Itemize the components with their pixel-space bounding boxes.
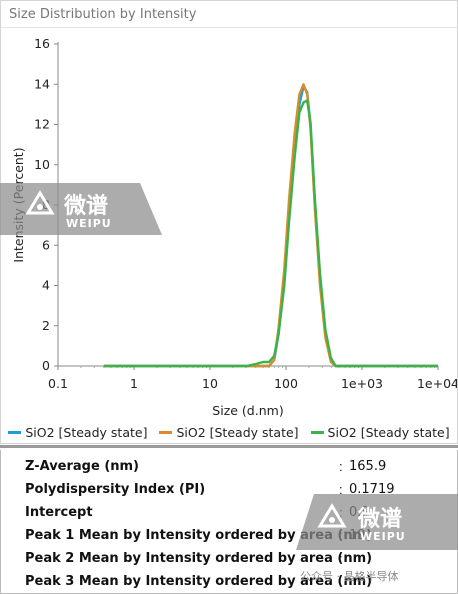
y-tick-label: 14 bbox=[34, 76, 50, 91]
chart-panel: Size Distribution by Intensity 0 2 4 6 8 10 12… bbox=[0, 0, 458, 444]
legend-label: SiO2 [Steady state] bbox=[25, 425, 148, 440]
result-colon: : bbox=[339, 459, 343, 474]
x-tick-label: 1e+04 bbox=[417, 376, 457, 391]
y-tick-label: 8 bbox=[42, 197, 50, 212]
x-tick-label: 100 bbox=[274, 376, 298, 391]
result-label-z-average: Z-Average (nm) bbox=[25, 459, 139, 474]
result-value-intercept: 0.9 bbox=[349, 505, 370, 520]
series-line-2 bbox=[103, 83, 438, 368]
legend-swatch bbox=[310, 431, 324, 434]
result-value-z-average: 165.9 bbox=[349, 459, 387, 474]
result-value-pdi: 0.1719 bbox=[349, 482, 395, 497]
legend-swatch bbox=[159, 431, 173, 434]
footer-credit: 公众号 · 晶格半导体 bbox=[300, 570, 399, 583]
result-label-peak-1: Peak 1 Mean by Intensity ordered by area… bbox=[25, 528, 373, 543]
y-tick-label: 0 bbox=[42, 358, 50, 373]
y-tick-label: 16 bbox=[34, 36, 50, 51]
result-colon: : bbox=[339, 482, 343, 497]
x-tick-label: 0.1 bbox=[48, 376, 68, 391]
legend-swatch bbox=[8, 431, 22, 434]
y-axis-label: Intensity (Percent) bbox=[11, 147, 26, 262]
size-distribution-plot: 0 2 4 6 8 10 12 14 16 0.1 1 10 100 1e+03 1e+04 Size (d.… bbox=[11, 36, 457, 418]
y-tick-label: 12 bbox=[34, 117, 50, 132]
y-tick-label: 2 bbox=[42, 318, 50, 333]
legend-item-2: SiO2 [Steady state] bbox=[159, 425, 299, 440]
x-tick-label: 1e+03 bbox=[341, 376, 383, 391]
section-divider bbox=[0, 445, 458, 448]
x-tick-label: 10 bbox=[202, 376, 218, 391]
y-tick-label: 6 bbox=[42, 237, 50, 252]
result-label-peak-2: Peak 2 Mean by Intensity ordered by area… bbox=[25, 551, 373, 566]
panel-title: Size Distribution by Intensity bbox=[9, 7, 197, 22]
result-colon: : bbox=[339, 528, 343, 543]
chart-legend: SiO2 [Steady state] SiO2 [Steady state] Si… bbox=[1, 425, 457, 440]
title-divider bbox=[1, 27, 457, 28]
result-value-peak-1: 19 bbox=[349, 528, 366, 543]
series-line-3 bbox=[103, 99, 438, 368]
result-label-intercept: Intercept bbox=[25, 505, 93, 520]
series-line-1 bbox=[103, 85, 438, 368]
legend-label: SiO2 [Steady state] bbox=[327, 425, 450, 440]
legend-item-1: SiO2 [Steady state] bbox=[8, 425, 147, 440]
result-label-pdi: Polydispersity Index (PI) bbox=[25, 482, 206, 497]
legend-item-3: SiO2 [Steady state] bbox=[310, 425, 450, 440]
legend-label: SiO2 [Steady state] bbox=[176, 425, 299, 440]
y-tick-label: 4 bbox=[42, 278, 50, 293]
result-colon: : bbox=[339, 505, 343, 520]
y-tick-label: 10 bbox=[34, 157, 50, 172]
x-tick-label: 1 bbox=[130, 376, 138, 391]
result-label-peak-3: Peak 3 Mean by Intensity ordered by area… bbox=[25, 574, 373, 589]
result-colon: : bbox=[339, 551, 343, 566]
x-axis-label: Size (d.nm) bbox=[212, 403, 283, 418]
